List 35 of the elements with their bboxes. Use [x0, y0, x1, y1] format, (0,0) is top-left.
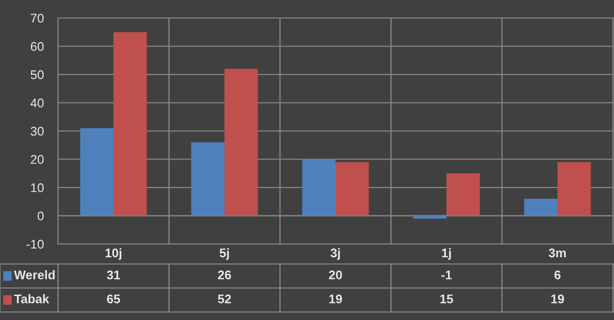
legend-label: Wereld [14, 270, 55, 280]
data-label: 6 [554, 270, 561, 280]
x-tick-label: 1j [442, 248, 451, 260]
x-tick-label: 10j [106, 248, 122, 260]
legend-label: Tabak [14, 294, 50, 304]
data-label: 20 [328, 270, 342, 280]
bar [224, 68, 258, 216]
data-label: 19 [329, 294, 342, 304]
bar [191, 142, 224, 216]
x-tick-label: 5j [220, 248, 229, 260]
bar [80, 128, 114, 216]
y-tick-label: 70 [30, 14, 44, 23]
data-label: 19 [551, 294, 564, 304]
data-label: 52 [218, 294, 231, 304]
y-tick-label: 50 [30, 70, 44, 80]
bar [524, 198, 558, 216]
data-label: 15 [440, 294, 454, 304]
data-label: 31 [106, 270, 120, 280]
data-label: 26 [218, 270, 231, 280]
bar [446, 173, 480, 216]
bar [302, 159, 336, 216]
y-tick-label: 20 [30, 155, 44, 164]
y-tick-label: 60 [30, 42, 44, 51]
y-tick-label: -10 [26, 240, 44, 249]
y-tick-label: 10 [31, 183, 44, 192]
data-label: 65 [107, 294, 120, 304]
bar [114, 32, 147, 216]
bar [558, 162, 591, 216]
y-tick-label: 30 [30, 126, 44, 136]
y-tick-label: 40 [30, 98, 44, 108]
data-label: -1 [441, 270, 452, 280]
bar [336, 162, 369, 216]
x-tick-label: 3m [548, 248, 566, 258]
x-tick-label: 3j [330, 248, 340, 260]
y-tick-label: 0 [38, 212, 44, 220]
